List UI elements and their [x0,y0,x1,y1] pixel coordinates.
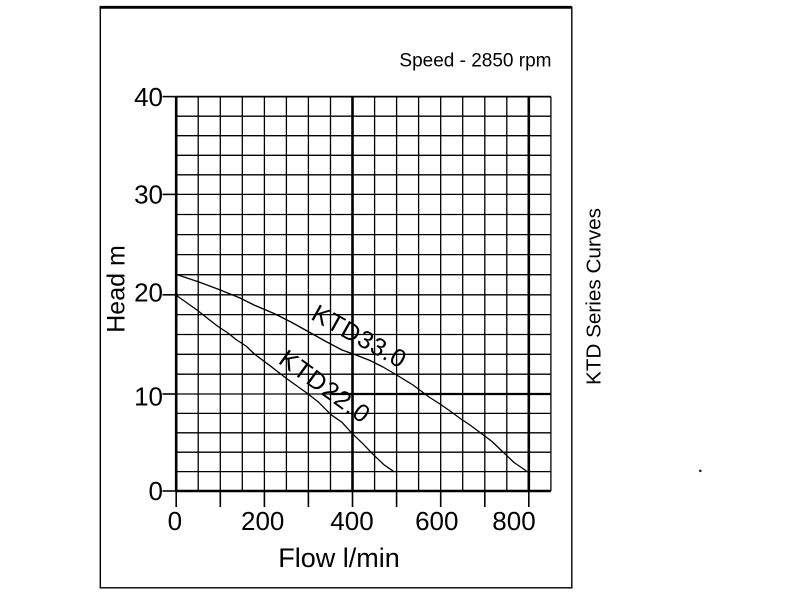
svg-text:Speed - 2850 rpm: Speed - 2850 rpm [399,51,551,72]
svg-text:0: 0 [168,506,182,536]
svg-text:400: 400 [330,506,373,536]
svg-text:30: 30 [134,180,163,210]
svg-text:0: 0 [149,476,163,506]
svg-text:Head m: Head m [103,245,131,333]
svg-text:10: 10 [134,382,163,412]
svg-text:20: 20 [134,278,163,308]
svg-text:200: 200 [241,506,284,536]
svg-text:KTD Series Curves: KTD Series Curves [582,208,605,385]
svg-text:600: 600 [415,506,458,536]
svg-text:Flow l/min: Flow l/min [278,543,400,573]
svg-text:40: 40 [134,82,163,112]
svg-text:800: 800 [492,506,535,536]
